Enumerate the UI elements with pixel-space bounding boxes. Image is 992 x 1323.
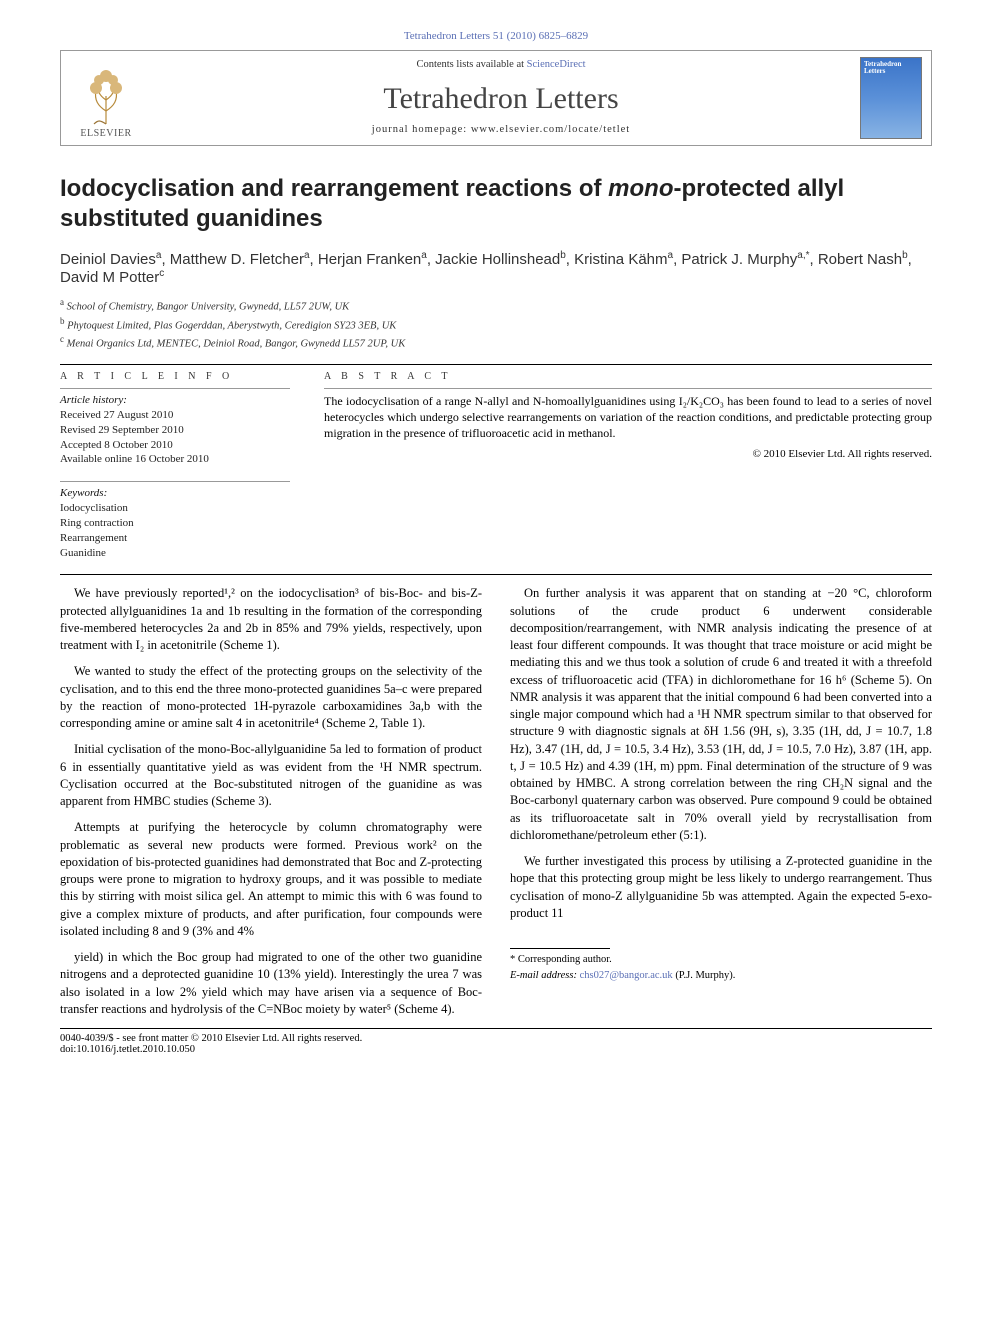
- history-line: Available online 16 October 2010: [60, 452, 290, 467]
- history-line: Received 27 August 2010: [60, 408, 290, 423]
- rule-bottom: [60, 574, 932, 575]
- body-paragraph: On further analysis it was apparent that…: [510, 585, 932, 844]
- copyright-line: © 2010 Elsevier Ltd. All rights reserved…: [324, 448, 932, 460]
- abstract-text: The iodocyclisation of a range N-allyl a…: [324, 393, 932, 442]
- email-person: (P.J. Murphy).: [673, 970, 736, 981]
- body-paragraph: Attempts at purifying the heterocycle by…: [60, 819, 482, 940]
- keyword: Iodocyclisation: [60, 501, 290, 516]
- journal-cover-icon: Tetrahedron Letters: [860, 57, 922, 139]
- history-line: Accepted 8 October 2010: [60, 438, 290, 453]
- keywords-label: Keywords:: [60, 486, 290, 501]
- history-line: Revised 29 September 2010: [60, 423, 290, 438]
- elsevier-tree-icon: [76, 66, 136, 126]
- rule-info: [60, 388, 290, 389]
- body-paragraph: yield) in which the Boc group had migrat…: [60, 949, 482, 1018]
- body-paragraph: We further investigated this process by …: [510, 853, 932, 922]
- keyword: Rearrangement: [60, 531, 290, 546]
- keyword: Guanidine: [60, 546, 290, 561]
- article-title: Iodocyclisation and rearrangement reacti…: [60, 174, 932, 234]
- publisher-logo-cell: ELSEVIER: [61, 51, 151, 145]
- email-label: E-mail address:: [510, 970, 580, 981]
- history-label: Article history:: [60, 393, 290, 408]
- body-paragraph: We have previously reported¹,² on the io…: [60, 585, 482, 654]
- rule-top: [60, 364, 932, 365]
- sciencedirect-link[interactable]: ScienceDirect: [527, 59, 586, 70]
- journal-homepage: journal homepage: www.elsevier.com/locat…: [161, 124, 841, 135]
- journal-header: ELSEVIER Contents lists available at Sci…: [60, 50, 932, 146]
- header-center: Contents lists available at ScienceDirec…: [151, 51, 851, 145]
- doi-line: doi:10.1016/j.tetlet.2010.10.050: [60, 1044, 362, 1055]
- keywords-block: Keywords: Iodocyclisation Ring contracti…: [60, 486, 290, 560]
- contents-prefix: Contents lists available at: [416, 59, 526, 70]
- article-info-heading: A R T I C L E I N F O: [60, 371, 290, 382]
- footer-doi-row: 0040-4039/$ - see front matter © 2010 El…: [60, 1028, 932, 1055]
- citation-line: Tetrahedron Letters 51 (2010) 6825–6829: [60, 30, 932, 42]
- meta-row: A R T I C L E I N F O Article history: R…: [60, 371, 932, 560]
- front-matter-line: 0040-4039/$ - see front matter © 2010 El…: [60, 1033, 362, 1044]
- article-info-column: A R T I C L E I N F O Article history: R…: [60, 371, 290, 560]
- abstract-heading: A B S T R A C T: [324, 371, 932, 382]
- contents-line: Contents lists available at ScienceDirec…: [161, 59, 841, 70]
- title-italic: mono: [608, 175, 673, 202]
- affiliation-line: a School of Chemistry, Bangor University…: [60, 296, 932, 315]
- page: Tetrahedron Letters 51 (2010) 6825–6829: [0, 0, 992, 1095]
- corresponding-author-block: * Corresponding author. E-mail address: …: [510, 948, 932, 983]
- cover-title: Tetrahedron Letters: [864, 61, 918, 76]
- cover-thumbnail-cell: Tetrahedron Letters: [851, 51, 931, 145]
- journal-name: Tetrahedron Letters: [161, 82, 841, 116]
- publisher-name: ELSEVIER: [80, 128, 131, 139]
- affiliation-line: b Phytoquest Limited, Plas Gogerddan, Ab…: [60, 315, 932, 334]
- title-pre: Iodocyclisation and rearrangement reacti…: [60, 175, 608, 202]
- corresponding-author-label: * Corresponding author.: [510, 953, 932, 967]
- affiliation-line: c Menai Organics Ltd, MENTEC, Deiniol Ro…: [60, 333, 932, 352]
- email-link[interactable]: chs027@bangor.ac.uk: [580, 970, 673, 981]
- footnote-rule: [510, 948, 610, 949]
- article-history: Article history: Received 27 August 2010…: [60, 393, 290, 467]
- author-list: Deiniol Daviesa, Matthew D. Fletchera, H…: [60, 250, 932, 286]
- body-paragraph: Initial cyclisation of the mono-Boc-ally…: [60, 741, 482, 810]
- email-line: E-mail address: chs027@bangor.ac.uk (P.J…: [510, 969, 932, 983]
- article-body: We have previously reported¹,² on the io…: [60, 585, 932, 1018]
- abstract-column: A B S T R A C T The iodocyclisation of a…: [324, 371, 932, 560]
- keyword: Ring contraction: [60, 516, 290, 531]
- body-paragraph: We wanted to study the effect of the pro…: [60, 663, 482, 732]
- rule-abs: [324, 388, 932, 389]
- footer-left: 0040-4039/$ - see front matter © 2010 El…: [60, 1033, 362, 1055]
- rule-kw: [60, 481, 290, 482]
- elsevier-logo: ELSEVIER: [76, 66, 136, 139]
- affiliations: a School of Chemistry, Bangor University…: [60, 296, 932, 352]
